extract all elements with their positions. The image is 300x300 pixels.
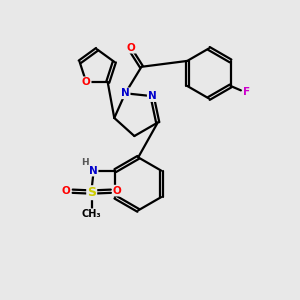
Text: F: F	[243, 87, 250, 98]
Text: O: O	[62, 186, 70, 196]
Text: O: O	[82, 77, 91, 87]
Text: N: N	[89, 166, 98, 176]
Text: N: N	[148, 91, 157, 101]
Text: O: O	[127, 43, 136, 53]
Text: N: N	[121, 88, 130, 98]
Text: O: O	[113, 186, 122, 196]
Text: S: S	[87, 186, 96, 199]
Text: H: H	[81, 158, 89, 167]
Text: CH₃: CH₃	[82, 209, 101, 219]
